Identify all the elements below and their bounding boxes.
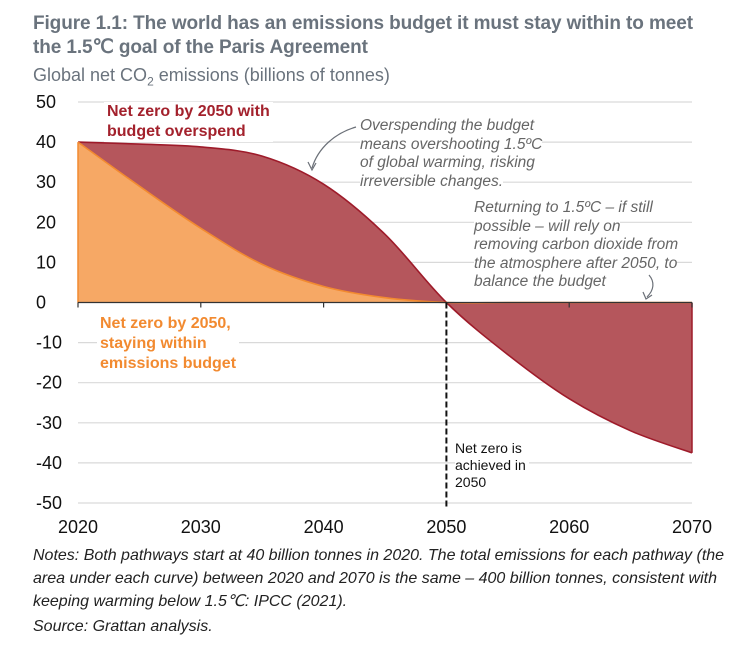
x-tick-label: 2020 <box>58 517 98 537</box>
annotation-line: Returning to 1.5ºC – if still <box>474 199 653 216</box>
x-tick-label: 2070 <box>672 517 712 537</box>
y-tick-label: -30 <box>36 413 62 433</box>
x-tick-label: 2050 <box>426 517 466 537</box>
y-tick-label: -40 <box>36 453 62 473</box>
label-line: Net zero by 2050 with <box>107 103 270 120</box>
chart-source: Source: Grattan analysis. <box>33 618 213 635</box>
subtitle-text: Global net CO <box>33 65 148 85</box>
annotation-line: of global warming, risking <box>360 154 535 171</box>
y-tick-label: 40 <box>36 132 56 152</box>
label-line: 2050 <box>455 474 487 490</box>
y-tick-label: -10 <box>36 333 62 353</box>
annotation-line: the atmosphere after 2050, to <box>474 254 678 272</box>
y-tick-label: 10 <box>36 252 56 272</box>
arrow-overspend-head-icon <box>307 161 317 172</box>
y-tick-label: 20 <box>36 212 56 232</box>
x-tick-labels: 2020 2030 2040 2050 2060 2070 <box>58 517 712 537</box>
arrow-return-icon <box>646 274 654 298</box>
annotation-overspend: Overspending the budget means overshooti… <box>360 117 543 191</box>
annotation-line: means overshooting 1.5ºC <box>360 135 543 153</box>
y-tick-label: 50 <box>36 92 56 112</box>
label-line: emissions budget <box>100 355 237 372</box>
label-line: budget overspend <box>107 123 246 140</box>
y-tick-label: -20 <box>36 373 62 393</box>
net-zero-label: Net zero is achieved in 2050 <box>455 440 529 491</box>
x-tick-label: 2030 <box>181 517 221 537</box>
chart-title: Figure 1.1: The world has an emissions b… <box>33 13 693 58</box>
annotation-line: irreversible changes. <box>360 172 504 190</box>
y-tick-label: 0 <box>36 293 46 313</box>
y-tick-labels: 50 40 30 20 10 0 -10 -20 -30 -40 -50 <box>36 92 62 513</box>
chart-subtitle: Global net CO2 emissions (billions of to… <box>33 64 390 93</box>
annotation-line: removing carbon dioxide from <box>474 236 679 253</box>
x-tick-label: 2040 <box>304 517 344 537</box>
area-budget <box>78 142 692 303</box>
arrow-return-head-icon <box>642 291 653 300</box>
y-tick-label: 30 <box>36 172 56 192</box>
subtitle-text-post: emissions (billions of tonnes) <box>153 65 390 85</box>
axes <box>77 301 693 509</box>
label-line: staying within <box>100 335 207 352</box>
y-tick-label: -50 <box>36 493 62 513</box>
label-line: Net zero by 2050, <box>100 315 231 332</box>
label-line: achieved in <box>455 457 526 473</box>
series-label-budget: Net zero by 2050, staying within emissio… <box>97 314 240 374</box>
label-line: Net zero is <box>455 440 522 456</box>
x-tick-label: 2060 <box>549 517 589 537</box>
chart-notes: Notes: Both pathways start at 40 billion… <box>33 547 725 610</box>
line-overspend <box>77 141 693 454</box>
subtitle-subscript: 2 <box>147 74 154 89</box>
annotation-arrows <box>307 126 654 300</box>
series-label-overspend: Net zero by 2050 with budget overspend <box>104 102 273 142</box>
annotation-line: Overspending the budget <box>360 117 535 134</box>
annotation-return: Returning to 1.5ºC – if still possible –… <box>474 199 679 292</box>
arrow-overspend-icon <box>311 126 357 169</box>
annotation-line: balance the budget <box>474 273 606 290</box>
annotation-line: possible – will rely on <box>474 217 621 235</box>
